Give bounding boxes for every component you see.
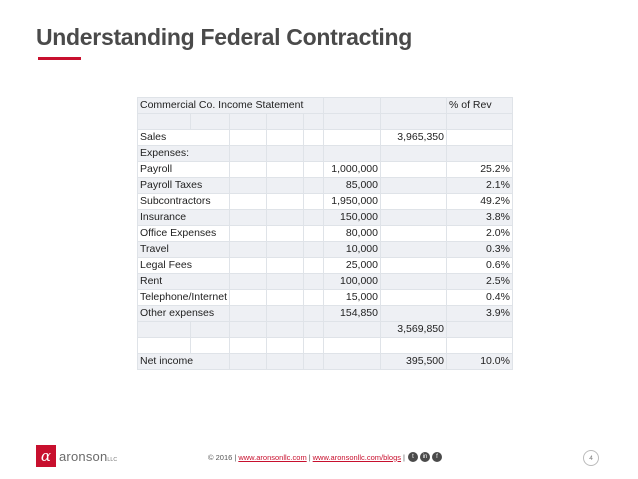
sales-value: 3,965,350 [379, 129, 447, 146]
total-expenses-value: 3,569,850 [379, 321, 447, 338]
link-divider: | [308, 452, 311, 462]
twitter-icon[interactable]: t [407, 452, 418, 462]
expense-label: Legal Fees [137, 257, 230, 274]
header-title: Commercial Co. Income Statement [137, 97, 324, 114]
expense-label: Payroll [137, 161, 230, 178]
expense-amount: 100,000 [322, 273, 381, 290]
expense-pct: 0.6% [445, 257, 513, 274]
expense-row: Other expenses 154,850 3.9% [137, 305, 513, 322]
facebook-icon[interactable]: f [431, 452, 442, 462]
expense-row: Travel 10,000 0.3% [137, 241, 513, 258]
expense-pct: 3.9% [445, 305, 513, 322]
expense-label: Insurance [137, 209, 230, 226]
expense-pct: 49.2% [445, 193, 513, 210]
copyright-text: © 2016 | [208, 452, 237, 462]
slide-title: Understanding Federal Contracting [36, 24, 413, 50]
social-icons: t in f [407, 452, 442, 462]
expense-pct: 2.5% [445, 273, 513, 290]
expense-row: Telephone/Internet 15,000 0.4% [137, 289, 513, 306]
linkedin-icon[interactable]: in [419, 452, 430, 462]
expense-pct: 3.8% [445, 209, 513, 226]
sales-row: Sales 3,965,350 [137, 129, 513, 146]
expense-row: Office Expenses 80,000 2.0% [137, 225, 513, 242]
income-statement-table: Commercial Co. Income Statement % of Rev… [137, 97, 513, 370]
expense-pct: 2.0% [445, 225, 513, 242]
footer-links: © 2016 | www.aronsonllc.com | www.aronso… [208, 452, 442, 462]
expense-label: Office Expenses [137, 225, 230, 242]
page-number: 4 [583, 450, 599, 466]
expenses-label: Expenses: [137, 145, 230, 162]
expense-label: Telephone/Internet [137, 289, 230, 306]
expense-amount: 1,950,000 [322, 193, 381, 210]
expense-row: Payroll Taxes 85,000 2.1% [137, 177, 513, 194]
expense-row: Insurance 150,000 3.8% [137, 209, 513, 226]
expense-amount: 10,000 [322, 241, 381, 258]
title-underline [38, 57, 81, 60]
net-income-pct: 10.0% [445, 353, 513, 370]
expense-row: Rent 100,000 2.5% [137, 273, 513, 290]
expense-label: Travel [137, 241, 230, 258]
website-link[interactable]: www.aronsonllc.com [238, 452, 307, 462]
expense-amount: 85,000 [322, 177, 381, 194]
net-income-value: 395,500 [379, 353, 447, 370]
blogs-link[interactable]: www.aronsonllc.com/blogs [312, 452, 402, 462]
header-pct-rev: % of Rev [445, 97, 513, 114]
table-header-row: Commercial Co. Income Statement % of Rev [137, 97, 513, 114]
logo-suffix: LLC [107, 456, 118, 463]
sales-label: Sales [137, 129, 230, 146]
aronson-logo[interactable]: α aronsonLLC [36, 442, 117, 470]
link-divider: | [403, 452, 405, 462]
expense-label: Payroll Taxes [137, 177, 230, 194]
table-row [137, 337, 513, 354]
expense-amount: 25,000 [322, 257, 381, 274]
logo-text: aronson [59, 448, 108, 464]
expense-row: Payroll 1,000,000 25.2% [137, 161, 513, 178]
expenses-label-row: Expenses: [137, 145, 513, 162]
expense-amount: 80,000 [322, 225, 381, 242]
expense-label: Subcontractors [137, 193, 230, 210]
expense-amount: 15,000 [322, 289, 381, 306]
expense-row: Legal Fees 25,000 0.6% [137, 257, 513, 274]
alpha-logo-icon: α [36, 445, 56, 467]
net-income-row: Net income 395,500 10.0% [137, 353, 513, 370]
expense-label: Rent [137, 273, 230, 290]
expense-pct: 25.2% [445, 161, 513, 178]
expense-label: Other expenses [137, 305, 230, 322]
expense-pct: 0.4% [445, 289, 513, 306]
expense-row: Subcontractors 1,950,000 49.2% [137, 193, 513, 210]
expense-amount: 150,000 [322, 209, 381, 226]
expense-pct: 2.1% [445, 177, 513, 194]
table-row [137, 113, 513, 130]
expense-amount: 154,850 [322, 305, 381, 322]
net-income-label: Net income [137, 353, 230, 370]
expense-amount: 1,000,000 [322, 161, 381, 178]
expense-pct: 0.3% [445, 241, 513, 258]
total-expenses-row: 3,569,850 [137, 321, 513, 338]
